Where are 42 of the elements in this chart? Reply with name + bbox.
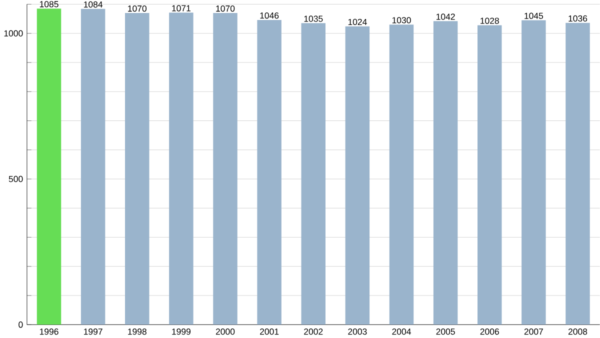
bar [169,12,194,324]
bar [389,24,414,324]
data-label: 1070 [216,5,235,12]
bar [566,22,590,324]
data-label: 1030 [392,16,411,24]
y-tick-label: 0 [18,321,23,328]
bar [433,20,458,324]
bar [522,20,546,324]
x-tick-label: 1997 [84,328,102,335]
bar [80,8,106,324]
data-label: 1085 [40,0,58,8]
bar [36,8,62,324]
x-tick-label: 2005 [436,328,455,335]
data-label: 1036 [568,15,588,22]
data-label: 1028 [480,18,499,24]
data-label: 1024 [348,18,367,25]
bar [478,25,502,324]
data-label: 1071 [172,5,190,12]
data-label: 1042 [436,13,455,20]
x-tick-label: 1999 [172,328,190,335]
x-tick-label: 1998 [128,328,146,335]
data-label: 1046 [260,12,279,18]
y-tick-label: 500 [8,176,23,182]
data-label: 1084 [84,1,103,8]
x-tick-label: 2004 [392,328,411,335]
data-label: 1035 [304,15,323,22]
x-tick-label: 2008 [568,328,588,335]
x-tick-label: 2007 [524,328,543,335]
data-label: 1070 [128,5,147,12]
bar [213,12,238,324]
bar [301,22,326,324]
x-tick-label: 2002 [304,328,323,335]
data-label: 1045 [524,12,544,19]
x-tick-label: 2001 [260,328,279,335]
x-tick-label: 2006 [480,328,499,335]
bar [125,12,150,324]
x-tick-label: 1996 [40,328,58,335]
bar [257,20,282,324]
x-tick-label: 2003 [348,328,367,335]
y-tick-label: 1000 [4,30,23,36]
x-tick-label: 2000 [216,328,235,335]
bar [345,26,370,324]
